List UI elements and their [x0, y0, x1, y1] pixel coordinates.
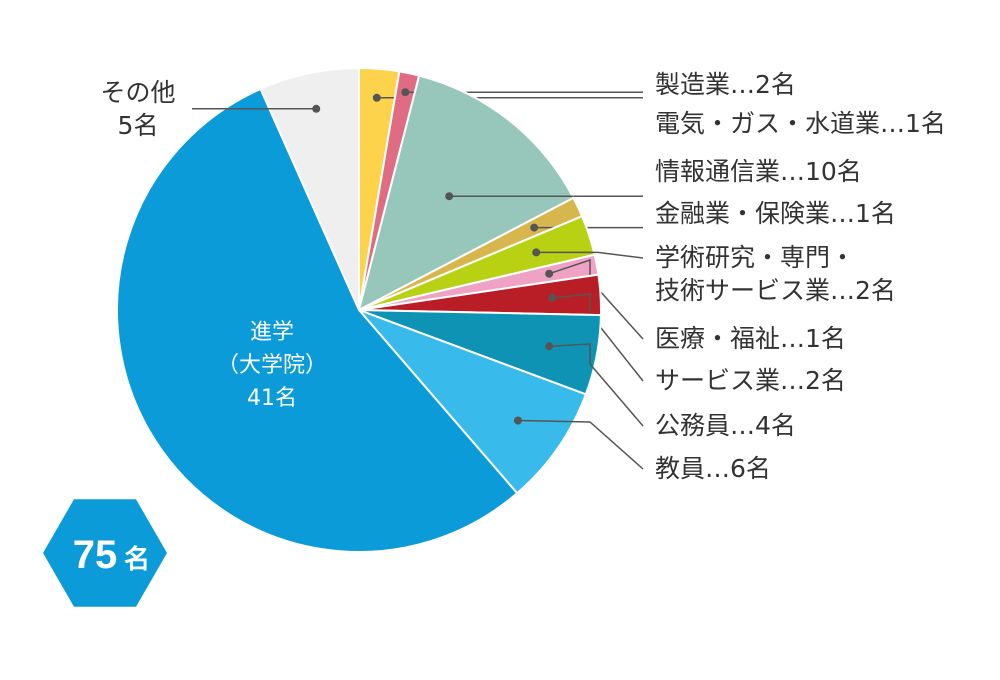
- leader-line-medical: [548, 258, 644, 340]
- total-count: 75: [73, 533, 118, 577]
- leader-dot-research: [532, 248, 541, 257]
- leader-line-service: [552, 293, 644, 382]
- slice-label-grad: 進学: [250, 320, 294, 345]
- leader-line-public: [549, 343, 644, 427]
- leader-line-research: [536, 251, 644, 259]
- leader-dot-utilities: [401, 88, 410, 97]
- total-unit: 名: [124, 544, 150, 575]
- slice-label-research: 技術サービス業…2名: [655, 276, 896, 305]
- leader-dot-service: [548, 293, 557, 302]
- slice-label-other: その他: [100, 78, 175, 107]
- slice-label-finance: 金融業・保険業…1名: [655, 199, 896, 228]
- slice-label-other: 5名: [118, 111, 159, 140]
- leader-dot-finance: [530, 223, 539, 232]
- slice-label-research: 学術研究・専門・: [655, 243, 855, 272]
- leader-line-teacher: [517, 419, 644, 470]
- slice-label-utilities: 電気・ガス・水道業…1名: [655, 109, 946, 138]
- slice-label-service: サービス業…2名: [655, 366, 846, 395]
- leader-dot-manufacturing: [372, 93, 381, 102]
- leader-dot-public: [545, 342, 554, 351]
- slice-label-medical: 医療・福祉…1名: [655, 324, 846, 353]
- slice-label-teacher: 教員…6名: [655, 454, 771, 483]
- leader-dot-other: [312, 104, 321, 113]
- slice-other: [259, 66, 360, 311]
- total-badge: [43, 499, 167, 607]
- slice-label-manufacturing: 製造業…2名: [655, 70, 796, 99]
- slice-grad: [116, 87, 519, 553]
- slice-label-public: 公務員…4名: [655, 411, 796, 440]
- leader-dot-medical: [545, 269, 554, 278]
- slice-teacher: [358, 309, 588, 495]
- slice-label-grad: 41名: [247, 386, 297, 411]
- leader-dot-teacher: [513, 416, 522, 425]
- slice-label-it: 情報通信業…10名: [655, 157, 862, 186]
- slice-label-grad: （大学院）: [217, 353, 327, 378]
- leader-dot-it: [445, 192, 454, 201]
- slice-it: [357, 74, 575, 312]
